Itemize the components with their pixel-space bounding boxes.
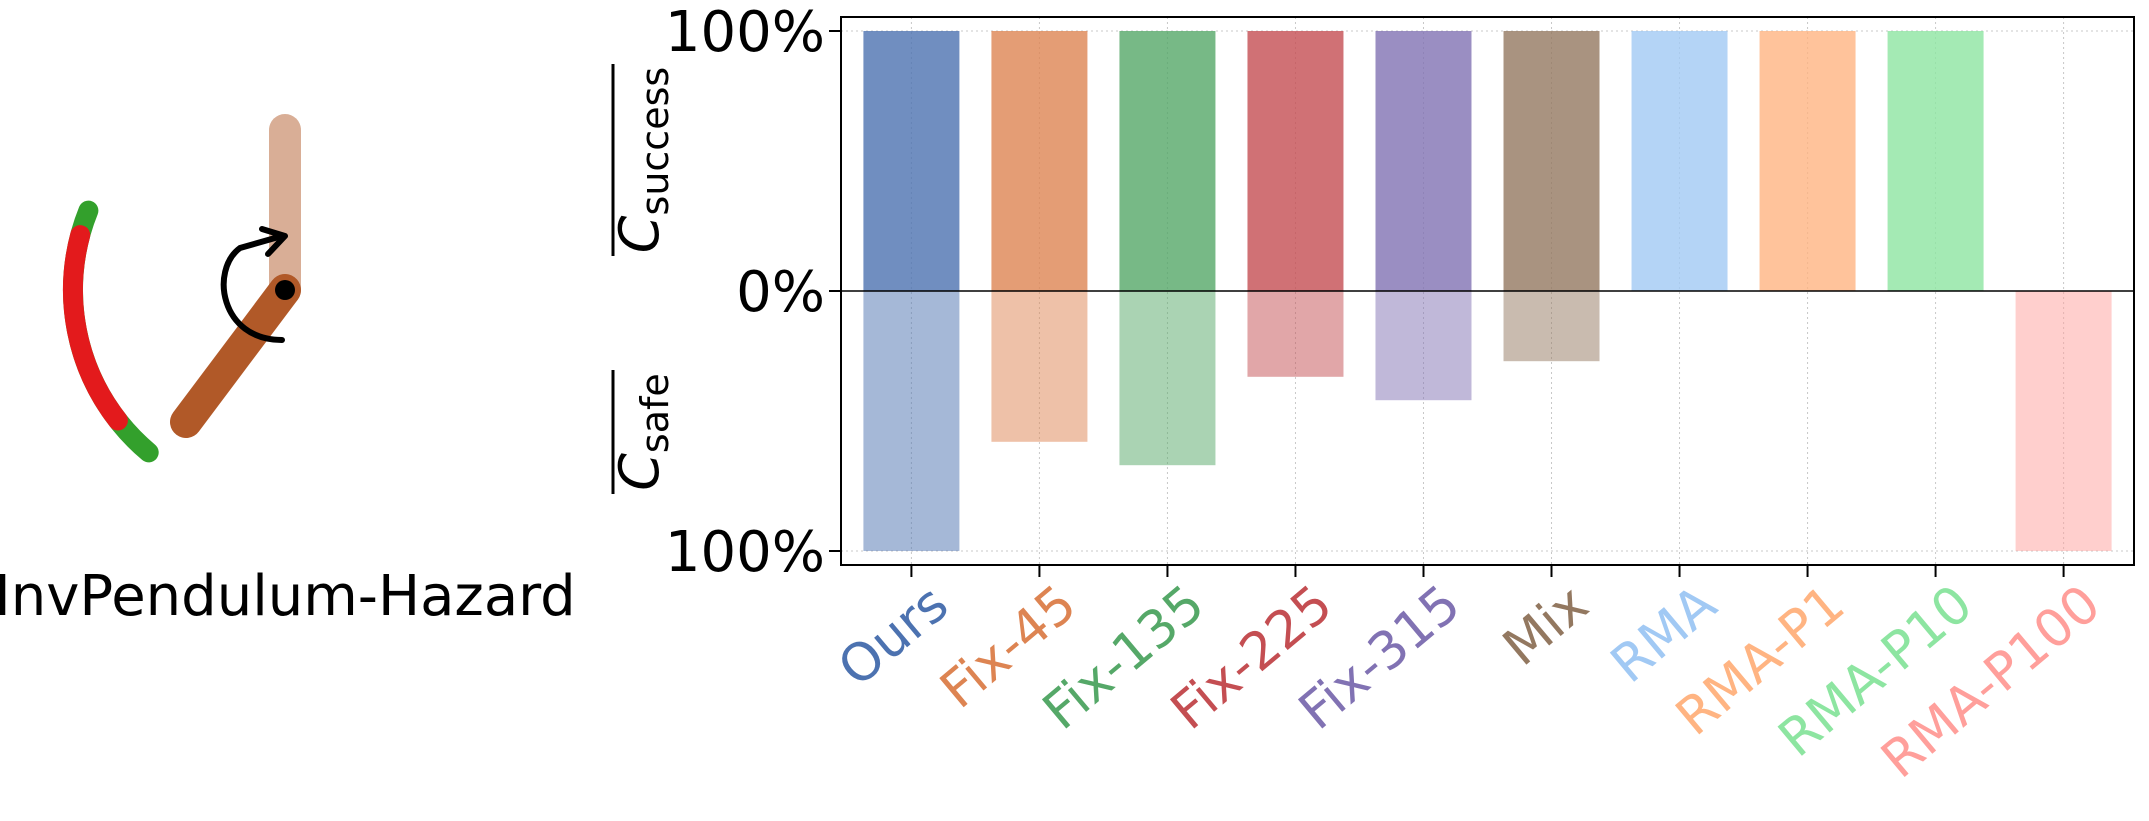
bar-success: [991, 31, 1088, 291]
bars: [863, 31, 2112, 551]
pendulum-diagram: InvPendulum-Hazard: [0, 114, 576, 629]
bar-success: [1887, 31, 1984, 291]
bar-success: [1631, 31, 1728, 291]
ylabel-success-base: C: [608, 215, 671, 253]
ylabel-safe-base: C: [608, 453, 671, 491]
bar-success: [863, 31, 960, 291]
bar-safe: [1503, 291, 1600, 362]
svg-text:Csuccess: Csuccess: [608, 67, 677, 253]
rotation-arrow-icon: [220, 233, 285, 343]
bar-success: [1247, 31, 1344, 291]
y-ticks: 100% 0% 100%: [665, 0, 841, 585]
ylabel-safe-sub: safe: [633, 373, 677, 453]
bar-success: [1759, 31, 1856, 291]
x-tick-label: Mix: [1492, 574, 1600, 678]
bar-success: [1375, 31, 1472, 291]
bar-success: [1503, 31, 1600, 291]
bar-safe: [991, 291, 1088, 442]
pivot: [275, 280, 295, 300]
ylabel-success-sub: success: [633, 67, 677, 216]
bar-safe: [1119, 291, 1216, 466]
y-tick-label: 100%: [665, 0, 825, 65]
bar-safe: [2015, 291, 2112, 551]
bar-chart: 100% 0% 100% OursFix-45Fix-135Fix-225Fix-3…: [608, 0, 2135, 790]
arrow-head-icon: [259, 226, 288, 257]
pole-final: [170, 274, 301, 438]
bar-safe: [863, 291, 960, 551]
ylabel-safe: Csafe: [608, 370, 677, 494]
ylabel-success: Csuccess: [608, 64, 677, 256]
hazard-arc: [62, 225, 128, 431]
svg-text:Csafe: Csafe: [608, 373, 677, 491]
bar-safe: [1247, 291, 1344, 377]
bar-safe: [1375, 291, 1472, 401]
env-title: InvPendulum-Hazard: [0, 564, 576, 629]
y-tick-label: 0%: [736, 260, 825, 325]
bar-success: [1119, 31, 1216, 291]
y-tick-label: 100%: [665, 520, 825, 585]
